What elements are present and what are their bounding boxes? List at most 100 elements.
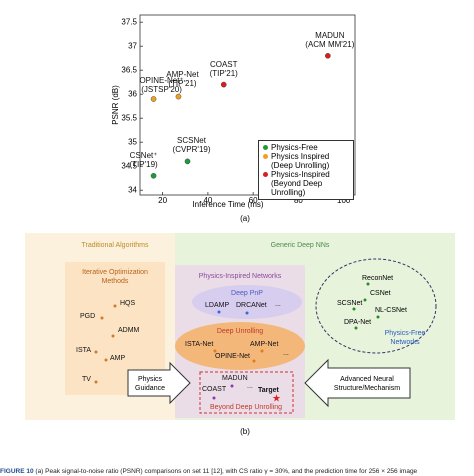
caption-text: (a) Peak signal-to-noise ratio (PSNR) co… — [35, 468, 418, 475]
plot-frame — [139, 14, 356, 196]
diagram-caption: (b) — [240, 427, 250, 436]
dot — [252, 359, 256, 363]
legend-entry: Physics-Inspired (Beyond Deep Unrolling) — [259, 170, 353, 197]
x-tick-label: 60 — [249, 196, 258, 205]
method: NL-CSNet — [375, 307, 407, 314]
dot — [245, 311, 249, 315]
y-tick-label: 35.5 — [121, 113, 137, 122]
y-tick-label: 34.5 — [121, 161, 137, 170]
legend-entry: Physics-Free — [259, 143, 353, 152]
unrolling-ellipse — [175, 322, 305, 370]
dot — [113, 304, 117, 308]
group-title: Physics-Free — [385, 330, 426, 337]
point-label: CSNet⁺ (TIP'19) — [129, 150, 158, 169]
x-tick-label: 20 — [158, 196, 167, 205]
legend-label: Physics-Free — [271, 143, 318, 152]
star: ★ — [272, 394, 281, 405]
dot — [104, 358, 108, 362]
region-title: Generic Deep NNs — [271, 242, 330, 249]
box-title: Methods — [102, 278, 129, 285]
box-title: Physics-Inspired Networks — [199, 273, 282, 280]
legend-label: Physics Inspired (Deep Unrolling) — [271, 152, 330, 170]
method: MADUN — [222, 375, 248, 382]
chart-caption: (a) — [240, 214, 250, 223]
legend-label: Physics-Inspired (Beyond Deep Unrolling) — [271, 170, 330, 197]
point-label: SCSNet (CVPR'19) — [172, 136, 211, 155]
point — [184, 158, 191, 165]
beyond-box — [199, 371, 294, 414]
dot — [111, 334, 115, 338]
dot — [260, 349, 264, 353]
legend-marker — [263, 154, 268, 159]
x-tick-label: 80 — [294, 196, 303, 205]
region-title: Traditional Algorithms — [81, 242, 149, 249]
arrow-label: Physics — [138, 376, 163, 383]
group-title: Networks — [390, 339, 420, 346]
method: ... — [275, 301, 281, 308]
y-tick-label: 37 — [128, 41, 137, 50]
method: LDAMP — [205, 302, 229, 309]
method: ADMM — [118, 327, 140, 334]
y-tick-label: 35 — [128, 137, 137, 146]
group-title: Deep Unrolling — [217, 328, 263, 335]
legend-entry: Physics Inspired (Deep Unrolling) — [259, 152, 353, 170]
method: ... — [283, 350, 289, 357]
dot — [213, 349, 217, 353]
point — [220, 81, 227, 88]
legend: Physics-Free Physics Inspired (Deep Unrol… — [258, 140, 354, 200]
dot — [94, 380, 98, 384]
y-axis-label: PSNR (dB) — [111, 85, 120, 125]
point-label: AMP-Net (TIP'21) — [166, 69, 199, 88]
method: PGD — [80, 313, 95, 320]
dot — [363, 298, 367, 302]
diagram: Traditional Algorithms Generic Deep NNs … — [25, 233, 455, 420]
dot — [352, 307, 356, 311]
point — [150, 172, 157, 179]
y-tick-label: 34 — [128, 185, 137, 194]
method: TV — [82, 376, 91, 383]
dot — [376, 315, 380, 319]
x-tick-label: 40 — [203, 196, 212, 205]
point-label: COAST (TIP'21) — [209, 59, 238, 78]
arrow-label: Guidance — [135, 385, 165, 392]
group-title: Beyond Deep Unrolling — [210, 404, 282, 411]
legend-marker — [263, 145, 268, 150]
target: Target — [258, 387, 280, 394]
y-tick-label: 36.5 — [121, 65, 137, 74]
figure-caption: FIGURE 10 (a) Peak signal-to-noise ratio… — [0, 468, 474, 475]
group-title: Deep PnP — [231, 290, 263, 297]
pnp-ellipse — [192, 285, 302, 319]
dot — [212, 396, 216, 400]
arrow-label: Advanced Neural — [340, 376, 394, 383]
dot — [366, 282, 370, 286]
method: HQS — [120, 300, 136, 307]
dot — [217, 310, 221, 314]
arrow — [304, 358, 411, 408]
point-label: OPINE-Net⁺ (JSTSP'20) — [139, 76, 184, 94]
method: AMP-Net — [250, 341, 278, 348]
method: ISTA — [76, 347, 91, 354]
x-axis-label: Inference Time (ms) — [192, 200, 263, 209]
method: ReconNet — [362, 275, 393, 282]
free-ellipse — [315, 258, 437, 354]
arrow — [127, 361, 191, 405]
dot — [94, 350, 98, 354]
y-tick-label: 37.5 — [121, 17, 137, 26]
legend-marker — [263, 172, 268, 177]
x-tick-label: 100 — [337, 196, 351, 205]
method: DPA-Net — [344, 319, 371, 326]
method: CSNet — [370, 290, 391, 297]
figure-number: FIGURE 10 — [0, 468, 34, 475]
dot — [354, 326, 358, 330]
point — [175, 93, 182, 100]
method: AMP — [110, 355, 126, 362]
method: OPINE-Net — [215, 353, 250, 360]
y-tick-label: 36 — [128, 89, 137, 98]
method: ... — [247, 383, 253, 390]
box-title: Iterative Optimization — [82, 269, 148, 276]
method: COAST — [202, 386, 227, 393]
dot — [230, 384, 234, 388]
arrow-label: Structure/Mechanism — [334, 385, 400, 392]
